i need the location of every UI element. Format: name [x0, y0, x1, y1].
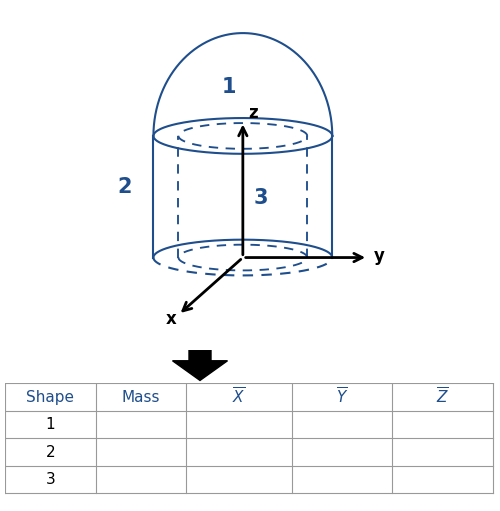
Text: Mass: Mass: [122, 389, 160, 405]
Text: 3: 3: [46, 472, 55, 487]
Text: z: z: [248, 104, 258, 122]
Text: 1: 1: [46, 417, 55, 432]
Text: y: y: [374, 247, 384, 265]
Text: $\overline{X}$: $\overline{X}$: [232, 387, 245, 407]
Text: Shape: Shape: [26, 389, 74, 405]
Text: $\overline{Z}$: $\overline{Z}$: [436, 387, 449, 407]
Text: $\overline{Y}$: $\overline{Y}$: [336, 387, 348, 407]
FancyArrow shape: [172, 350, 228, 380]
Text: 2: 2: [118, 177, 132, 197]
Text: 3: 3: [254, 188, 268, 208]
Text: 1: 1: [222, 77, 236, 97]
Text: 2: 2: [46, 445, 55, 459]
Text: x: x: [166, 310, 176, 328]
